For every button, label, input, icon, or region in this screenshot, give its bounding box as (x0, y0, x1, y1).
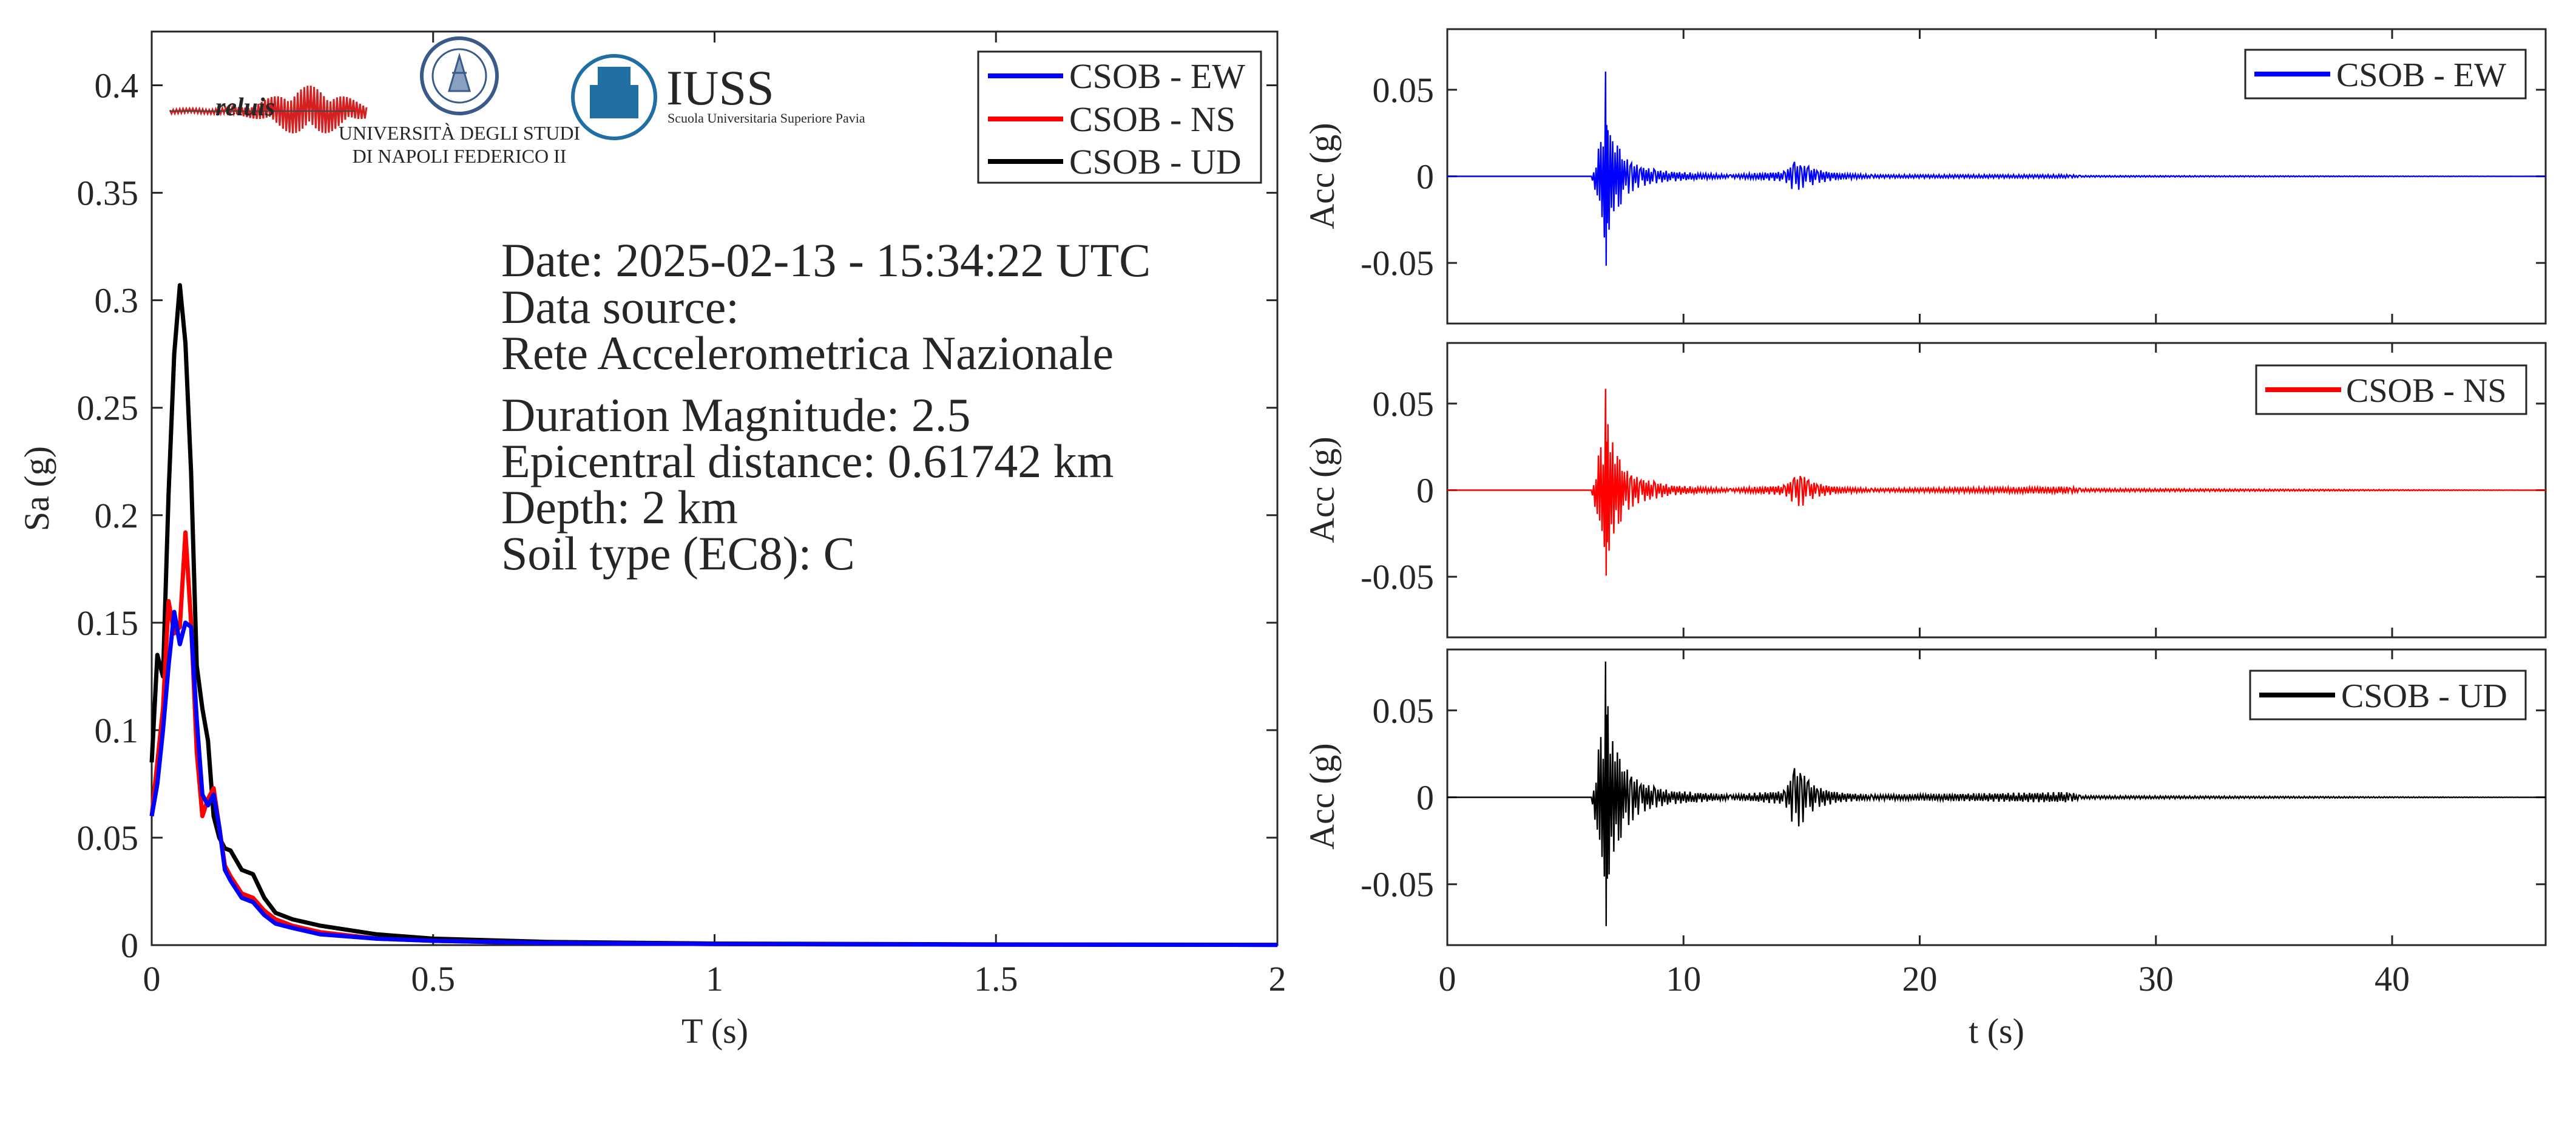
annotation-distance: Epicentral distance: 0.61742 km (501, 435, 1114, 487)
iuss-logo-subtitle: Scuola Universitaria Superiore Pavia (668, 110, 865, 126)
waveform-y-label-ns: Acc (g) (1302, 436, 1342, 543)
spectrum-y-tick-label: 0.4 (95, 66, 139, 106)
event-info-annotation: Date: 2025-02-13 - 15:34:22 UTC Data sou… (501, 234, 1151, 580)
waveform-y-tick-label-ew: 0.05 (1373, 70, 1435, 110)
spectrum-y-label: Sa (g) (17, 446, 56, 531)
spectrum-y-tick-label: 0.25 (77, 388, 139, 428)
spectrum-x-label: T (s) (681, 1011, 748, 1051)
spectrum-axis-ticks: 0 0.5 1 1.5 2 0 0.05 0.1 0.15 0.2 0.25 0.3 0.35 0.4 (77, 32, 1286, 999)
waveform-y-tick-label-ud: -0.05 (1361, 865, 1434, 904)
spectrum-plot-area (150, 30, 1279, 946)
spectrum-y-tick-label: 0.05 (77, 818, 139, 858)
annotation-date: Date: 2025-02-13 - 15:34:22 UTC (501, 234, 1151, 287)
spectrum-series-line (149, 283, 1278, 948)
spectrum-x-tick-label: 1.5 (974, 959, 1018, 999)
reluis-logo: reluis (169, 86, 368, 134)
waveform-x-tick-label: 10 (1666, 959, 1701, 999)
unina-logo-line2: DI NAPOLI FEDERICO II (353, 145, 567, 167)
waveform-x-label: t (s) (1969, 1011, 2024, 1051)
waveform-y-tick-label-ew: -0.05 (1361, 243, 1434, 283)
response-spectrum-panel: 0 0.5 1 1.5 2 0 0.05 0.1 0.15 0.2 0.25 0.3 0.35 0.4 T… (17, 30, 1286, 1051)
annotation-source-name: Rete Accelerometrica Nazionale (501, 327, 1114, 379)
annotation-magnitude: Duration Magnitude: 2.5 (501, 388, 970, 441)
reluis-logo-text: reluis (215, 93, 275, 121)
spectrum-y-tick-label: 0 (121, 926, 138, 965)
reluis-wave-line (169, 86, 368, 134)
waveform-x-tick-label: 0 (1439, 959, 1456, 999)
annotation-source-label: Data source: (501, 280, 739, 333)
spectrum-y-tick-label: 0.3 (95, 281, 139, 321)
waveform-x-tick-label: 30 (2138, 959, 2174, 999)
unina-logo: UNIVERSITÀ DEGLI STUDI DI NAPOLI FEDERIC… (339, 36, 580, 167)
waveform-panel-ns: -0.05 0 0.05 Acc (g) CSOB - NS (1302, 342, 2547, 639)
legend-label-ew: CSOB - EW (1069, 56, 1245, 96)
spectrum-y-tick-label: 0.1 (95, 711, 139, 750)
spectrum-x-tick-label: 2 (1269, 959, 1286, 999)
spectrum-x-tick-label: 1 (706, 959, 723, 999)
waveform-y-tick-label-ns: 0 (1416, 471, 1434, 510)
waveform-series-ud (1447, 661, 2546, 926)
waveform-legend-label-ns: CSOB - NS (2346, 372, 2507, 410)
iuss-logo: IUSS Scuola Universitaria Superiore Pavi… (571, 54, 865, 140)
waveform-x-tick-label: 20 (1902, 959, 1937, 999)
legend-label-ns: CSOB - NS (1069, 100, 1236, 139)
spectrum-y-tick-label: 0.2 (95, 496, 139, 535)
annotation-soil-type: Soil type (EC8): C (501, 527, 855, 580)
waveform-y-tick-label-ew: 0 (1416, 157, 1434, 197)
waveform-line-ew (1447, 71, 2546, 266)
reluis-seismogram-icon (169, 86, 368, 134)
waveform-ticks-ew: -0.05 0 0.05 (1361, 29, 2546, 324)
waveform-x-tick-label: 40 (2375, 959, 2410, 999)
iuss-logo-name: IUSS (666, 60, 774, 115)
spectrum-series-line (149, 609, 1278, 948)
waveform-panel-ew: -0.05 0 0.05 Acc (g) CSOB - EW (1302, 28, 2547, 325)
waveform-y-tick-label-ud: 0.05 (1373, 691, 1435, 730)
waveform-panel-ud: -0.05 0 0.05 Acc (g) CSOB - UD (1302, 648, 2547, 946)
waveform-y-tick-label-ns: 0.05 (1373, 384, 1435, 424)
spectrum-legend: CSOB - EW CSOB - NS CSOB - UD (977, 50, 1262, 184)
waveform-line-ud (1447, 661, 2546, 926)
waveform-series-ns (1447, 388, 2546, 576)
waveform-x-axis-ticks: 0 10 20 30 40 (1439, 959, 2410, 999)
spectrum-y-tick-label: 0.35 (77, 174, 139, 213)
spectrum-x-tick-label: 0 (143, 959, 161, 999)
waveform-y-tick-label-ns: -0.05 (1361, 557, 1434, 597)
waveform-line-ns (1447, 388, 2546, 576)
waveform-series-ew (1447, 71, 2546, 266)
waveform-legend-label-ud: CSOB - UD (2341, 677, 2507, 715)
legend-label-ud: CSOB - UD (1069, 142, 1242, 181)
annotation-depth: Depth: 2 km (501, 481, 738, 534)
waveform-y-tick-label-ud: 0 (1416, 778, 1434, 818)
spectrum-y-tick-label: 0.15 (77, 603, 139, 643)
spectrum-series-group (149, 283, 1278, 948)
unina-logo-line1: UNIVERSITÀ DEGLI STUDI (339, 122, 580, 144)
waveform-legend-label-ew: CSOB - EW (2336, 56, 2506, 94)
spectrum-x-tick-label: 0.5 (411, 959, 456, 999)
waveform-y-label-ew: Acc (g) (1302, 123, 1342, 229)
waveform-y-label-ud: Acc (g) (1302, 743, 1342, 850)
waveform-ticks-ns: -0.05 0 0.05 (1361, 343, 2546, 637)
